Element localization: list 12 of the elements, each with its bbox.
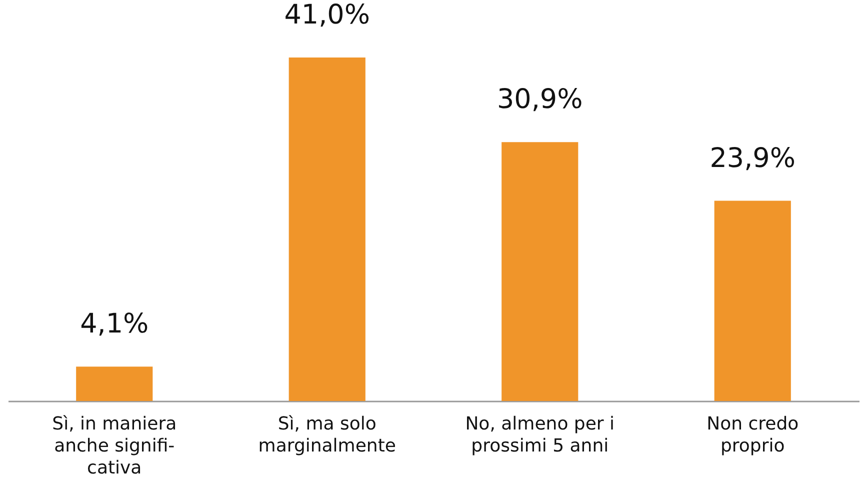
data-label: 30,9%	[496, 84, 583, 116]
bar	[288, 58, 366, 401]
x-tick-label: No, almeno per i prossimi 5 anni	[465, 414, 615, 456]
data-label: 4,1%	[80, 308, 149, 340]
bar	[502, 142, 578, 401]
data-label: 23,9%	[710, 142, 796, 174]
x-tick-label: Sì, in maniera anche signifi- cativa	[52, 414, 177, 478]
x-tick-label: Sì, ma solo marginalmente	[258, 414, 396, 456]
x-tick-label: Non credo proprio	[706, 414, 799, 456]
bar	[76, 366, 153, 401]
data-label: 41,0%	[284, 0, 370, 31]
bar	[714, 200, 791, 401]
